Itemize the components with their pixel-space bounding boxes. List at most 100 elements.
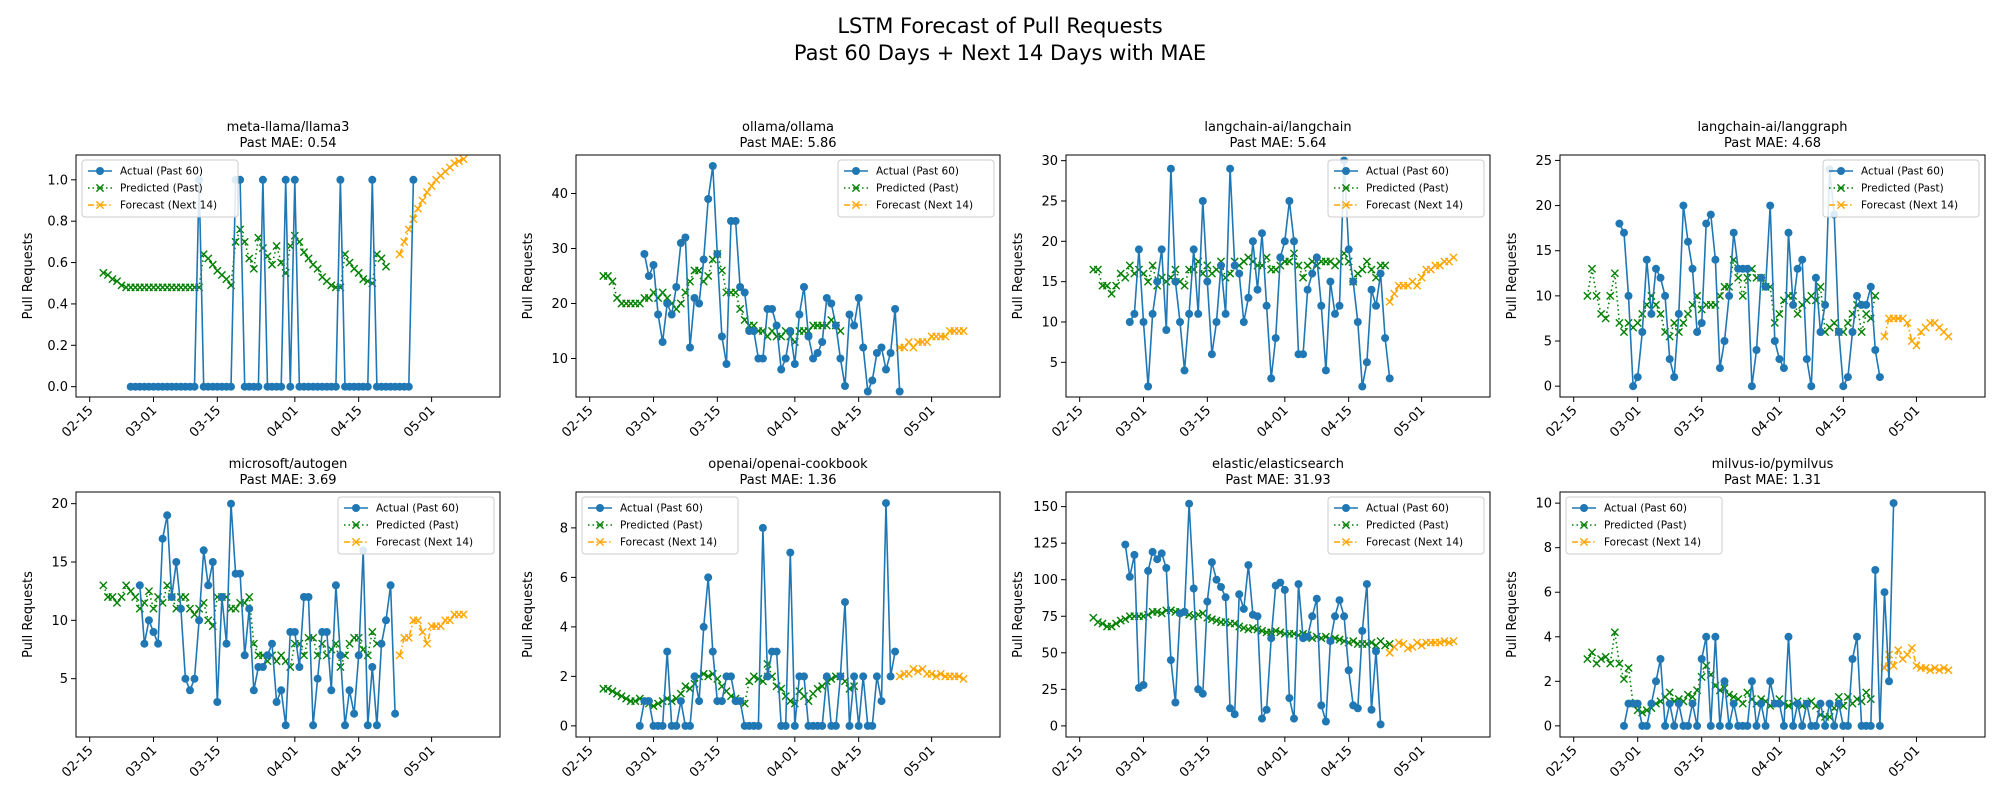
legend-marker-predicted (595, 520, 605, 530)
point-actual (1207, 558, 1216, 567)
legend-marker-forecast (351, 537, 361, 547)
point-actual (1376, 720, 1385, 729)
y-tick-label: 1.0 (47, 173, 68, 188)
point-predicted (245, 592, 254, 602)
point-actual (1725, 291, 1734, 300)
point-actual (1217, 261, 1225, 270)
point-actual (654, 310, 663, 319)
point-actual (258, 663, 267, 671)
y-tick-label: 2 (560, 670, 568, 685)
point-actual (313, 674, 322, 683)
x-tick-label: 02-15 (1049, 743, 1086, 780)
x-tick-label: 03-15 (187, 743, 224, 780)
x-tick-label: 03-01 (1607, 403, 1644, 440)
point-actual (704, 573, 713, 582)
point-actual (1784, 632, 1793, 641)
point-predicted (254, 233, 263, 242)
point-actual (350, 709, 359, 718)
y-tick-label: 150 (1033, 500, 1058, 515)
point-forecast (400, 237, 409, 246)
subplot-mae: Past MAE: 0.54 (239, 136, 336, 151)
series-line-forecast (398, 158, 464, 255)
point-predicted (108, 592, 117, 602)
point-predicted (1624, 663, 1633, 673)
point-forecast (1385, 297, 1394, 306)
point-predicted (204, 616, 213, 625)
point-actual (227, 382, 235, 391)
point-predicted (185, 604, 195, 613)
point-actual (1189, 245, 1198, 254)
point-actual (186, 686, 194, 695)
point-predicted (1125, 261, 1134, 270)
point-actual (882, 499, 890, 508)
point-actual (1647, 699, 1656, 708)
point-actual (1793, 699, 1802, 708)
legend-marker-predicted (95, 183, 105, 193)
point-forecast (1930, 663, 1939, 673)
legend-label: Forecast (Next 14) (1861, 200, 1958, 212)
point-actual (1807, 382, 1816, 391)
subplot-title: elastic/elasticsearch (1212, 457, 1344, 472)
point-actual (686, 343, 694, 352)
point-predicted (1583, 291, 1592, 300)
y-tick-label: 5 (1050, 356, 1058, 371)
point-actual (227, 499, 235, 508)
y-tick-label: 4 (560, 620, 568, 635)
point-forecast (1944, 666, 1953, 675)
point-predicted (163, 581, 172, 590)
y-tick-label: 0.0 (47, 380, 68, 395)
legend-box (1822, 159, 1980, 218)
point-actual (1294, 580, 1303, 589)
point-actual (1276, 253, 1285, 262)
point-actual (222, 639, 231, 648)
point-actual (644, 697, 653, 706)
point-actual (245, 604, 254, 613)
point-actual (1331, 309, 1339, 318)
subplot-title: langchain-ai/langgraph (1697, 120, 1847, 135)
legend-marker-actual (1837, 167, 1845, 175)
point-actual (1834, 328, 1843, 336)
point-predicted (1830, 318, 1839, 328)
series-line-forecast (1389, 256, 1455, 303)
point-predicted (1189, 612, 1198, 621)
point-predicted (1294, 261, 1303, 270)
point-predicted (1651, 300, 1661, 309)
point-predicted (1793, 309, 1802, 319)
legend-marker-actual (96, 167, 104, 175)
x-tick-label: 03-15 (1671, 743, 1708, 780)
point-actual (1770, 337, 1779, 345)
point-actual (1212, 575, 1221, 584)
x-tick-label: 02-15 (59, 403, 96, 440)
subplot-title: langchain-ai/langchain (1204, 120, 1351, 135)
point-actual (382, 616, 390, 625)
point-predicted (1871, 291, 1880, 300)
point-predicted (704, 271, 713, 281)
point-actual (1670, 373, 1679, 382)
point-actual (1312, 594, 1321, 603)
point-predicted (1112, 619, 1121, 628)
point-actual (1779, 721, 1788, 730)
legend-marker-predicted (851, 183, 861, 193)
y-tick-label: 6 (560, 571, 568, 586)
point-actual (1280, 237, 1289, 246)
legend-label: Forecast (Next 14) (120, 200, 217, 212)
point-predicted (1679, 318, 1688, 328)
point-actual (845, 721, 854, 730)
point-actual (772, 321, 781, 330)
point-actual (1166, 656, 1175, 665)
y-tick-label: 30 (551, 242, 568, 257)
point-predicted (377, 254, 386, 263)
point-actual (850, 672, 859, 681)
point-actual (1148, 309, 1157, 318)
x-tick-label: 02-15 (1543, 743, 1580, 780)
point-actual (713, 250, 722, 258)
point-actual (1729, 699, 1738, 708)
point-predicted (1148, 261, 1157, 270)
point-actual (781, 721, 790, 730)
point-actual (1702, 219, 1711, 228)
point-actual (368, 175, 377, 184)
y-tick-label: 0 (1544, 719, 1552, 734)
legend-label: Predicted (Past) (876, 183, 959, 195)
point-forecast (1939, 663, 1948, 673)
